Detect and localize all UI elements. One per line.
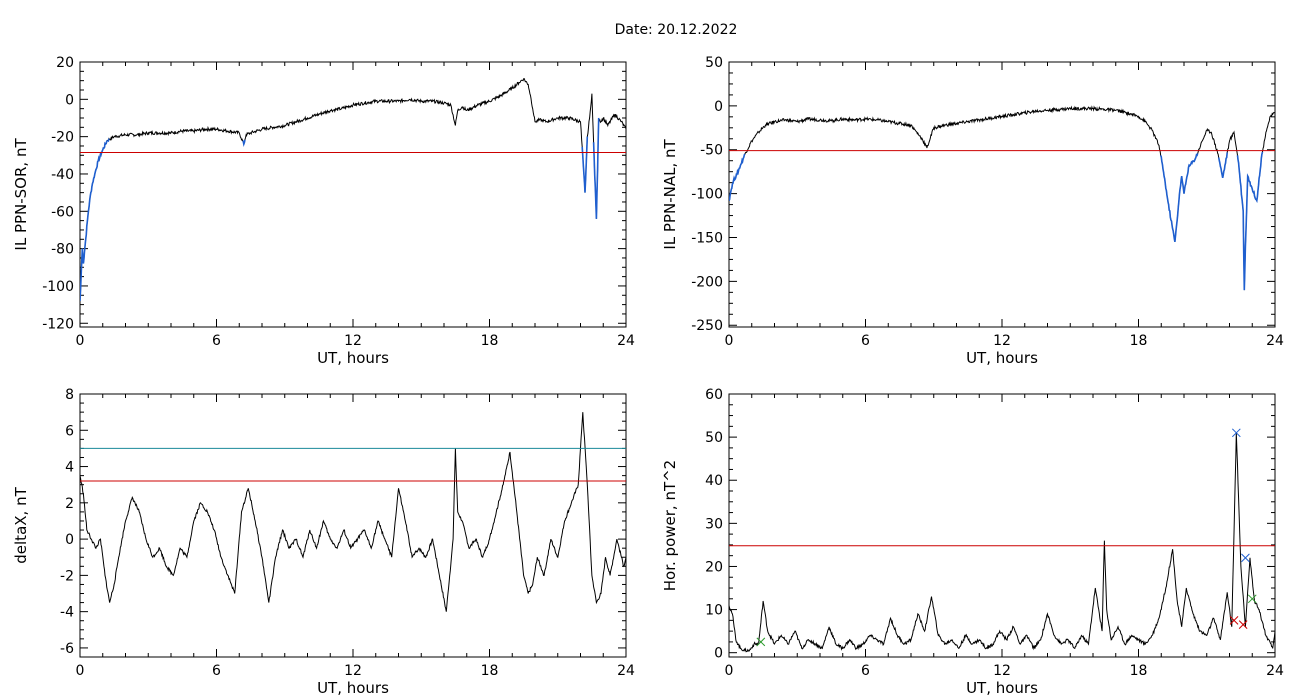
panel-2: 0 6 12 18 24 50 0 -50 -100 -150 -200 -250 UT, hours I…	[661, 55, 1284, 367]
chart1-highlight-segment	[242, 139, 246, 147]
chart3-frame	[79, 393, 627, 658]
chart4-marker	[1238, 620, 1248, 630]
chart3-xtick-label: 12	[344, 663, 362, 679]
chart4-ytick-label: 50	[705, 430, 723, 446]
chart2-xtick-label: 12	[993, 333, 1011, 349]
panel-3: 0 6 12 18 24 8 6 4 2 0 -2 -4 -6 UT, hours deltaX, nT	[12, 387, 635, 697]
chart4-xtick-label: 12	[993, 663, 1011, 679]
chart4-xlabel: UT, hours	[966, 679, 1038, 697]
chart1-series-line	[80, 77, 626, 301]
chart1-highlight-segment	[107, 138, 110, 143]
chart3-xtick-label: 6	[212, 663, 221, 679]
chart1-xtick-label: 12	[344, 333, 362, 349]
chart3-ytick-label: 2	[65, 496, 74, 512]
chart4-frame	[728, 393, 1276, 658]
chart3-xlabel: UT, hours	[317, 679, 389, 697]
chart2-xtick-label: 18	[1130, 333, 1148, 349]
chart1-ytick-label: -20	[51, 130, 74, 146]
chart1-ytick-label: -100	[42, 279, 74, 295]
chart1-ytick-label: 20	[56, 55, 74, 71]
chart3-ytick-label: 4	[65, 460, 74, 476]
chart2-ytick-label: 0	[714, 99, 723, 115]
chart3-xtick-label: 0	[76, 663, 85, 679]
chart4-ytick-label: 0	[714, 646, 723, 662]
chart4-ytick-label: 30	[705, 516, 723, 532]
chart2-highlight-segment	[1217, 152, 1228, 178]
chart1-frame	[79, 61, 627, 328]
chart2-frame	[728, 61, 1276, 328]
chart2-plot-area	[729, 105, 1275, 291]
chart2-highlight-segment	[1236, 151, 1264, 291]
chart4-xtick-label: 18	[1130, 663, 1148, 679]
chart1-highlight-segment	[592, 117, 600, 219]
chart1-ytick-label: -60	[51, 204, 74, 220]
chart3-ytick-label: -6	[60, 641, 74, 657]
chart4-marker	[1241, 553, 1250, 563]
chart1-xlabel: UT, hours	[317, 349, 389, 367]
chart2-ytick-label: -100	[691, 187, 723, 203]
chart3-xtick-label: 18	[481, 663, 499, 679]
chart1-xtick-label: 6	[212, 333, 221, 349]
chart1-highlight-segment	[80, 139, 108, 301]
chart1-ytick-label: -80	[51, 242, 74, 258]
chart2-ytick-label: -50	[700, 143, 723, 159]
chart1-ytick-label: -40	[51, 167, 74, 183]
panel-4: 0 6 12 18 24 60 50 40 30 20 10 0 UT, hours Hor. power…	[661, 387, 1284, 697]
chart3-ytick-label: -4	[60, 605, 74, 621]
chart4-ytick-label: 60	[705, 387, 723, 403]
chart1-xtick-label: 18	[481, 333, 499, 349]
chart2-series-line	[729, 105, 1275, 291]
chart2-xtick-label: 0	[725, 333, 734, 349]
chart4-ytick-label: 10	[705, 603, 723, 619]
chart4-marker	[1231, 428, 1241, 438]
chart3-ytick-label: 8	[65, 387, 74, 403]
chart2-xlabel: UT, hours	[966, 349, 1038, 367]
chart2-ytick-label: -200	[691, 274, 723, 290]
chart1-plot-area	[80, 77, 626, 301]
chart4-marker	[1229, 615, 1239, 625]
chart3-ytick-label: 0	[65, 532, 74, 548]
chart3-ytick-label: -2	[60, 568, 74, 584]
figure-title: Date: 20.12.2022	[615, 22, 738, 38]
chart4-xtick-label: 24	[1266, 663, 1284, 679]
chart1-xtick-label: 0	[76, 333, 85, 349]
chart2-xtick-label: 24	[1266, 333, 1284, 349]
chart3-ytick-label: 6	[65, 423, 74, 439]
chart2-xtick-label: 6	[861, 333, 870, 349]
chart2-ytick-label: 50	[705, 55, 723, 71]
chart4-xtick-label: 0	[725, 663, 734, 679]
chart1-highlight-segment	[581, 136, 589, 193]
panel-1: 0 6 12 18 24 20 0 -20 -40 -60 -80 -100 -120 UT, hours…	[12, 55, 635, 367]
chart4-marker	[1247, 594, 1257, 604]
chart3-ylabel: deltaX, nT	[12, 486, 30, 563]
chart4-ytick-label: 40	[705, 473, 723, 489]
chart4-xtick-label: 6	[861, 663, 870, 679]
chart1-xtick-label: 24	[617, 333, 635, 349]
chart4-marker	[756, 637, 766, 647]
chart4-ytick-label: 20	[705, 559, 723, 575]
chart3-xtick-label: 24	[617, 663, 635, 679]
chart4-series-line	[729, 432, 1275, 653]
chart2-ytick-label: -150	[691, 230, 723, 246]
chart2-ylabel: IL PPN-NAL, nT	[661, 139, 679, 250]
chart4-plot-area	[729, 428, 1275, 653]
chart4-ylabel: Hor. power, nT^2	[661, 460, 679, 591]
chart3-series-line	[80, 412, 626, 612]
chart1-ytick-label: -120	[42, 316, 74, 332]
chart1-ylabel: IL PPN-SOR, nT	[12, 138, 30, 251]
chart2-highlight-segment	[1159, 153, 1199, 243]
chart3-plot-area	[80, 412, 626, 612]
chart1-ytick-label: 0	[65, 92, 74, 108]
chart2-highlight-segment	[729, 153, 746, 201]
chart2-ytick-label: -250	[691, 318, 723, 334]
